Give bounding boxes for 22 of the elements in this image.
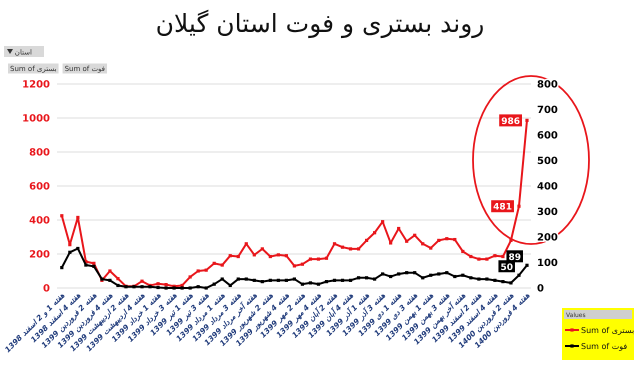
- y-tick-label: 200: [29, 250, 50, 260]
- data-label: 986: [501, 116, 520, 127]
- y2-tick-label: 700: [537, 105, 558, 116]
- data-label: 89: [508, 252, 521, 263]
- y2-tick-label: 100: [537, 258, 558, 269]
- y-tick-label: 400: [29, 216, 50, 226]
- y2-tick-label: 0: [537, 284, 544, 294]
- y2-tick-label: 400: [537, 182, 558, 192]
- y-tick-label: 1000: [22, 114, 50, 124]
- y2-tick-label: 600: [537, 130, 558, 142]
- y2-tick-label: 300: [537, 207, 558, 218]
- y-tick-label: 800: [29, 148, 50, 158]
- data-label: 50: [500, 262, 513, 273]
- y-tick-label: 0: [43, 284, 50, 294]
- y-tick-label: 1200: [22, 80, 50, 90]
- data-label: 481: [493, 202, 512, 213]
- legend-label: Sum of فوت: [581, 342, 628, 351]
- y2-tick-label: 500: [537, 156, 558, 167]
- y-tick-label: 600: [29, 182, 50, 192]
- chart-title: روند بستری و فوت استان گیلان: [156, 9, 484, 39]
- y2-tick-label: 800: [537, 80, 558, 90]
- legend-label: Sum of بستری: [581, 326, 634, 335]
